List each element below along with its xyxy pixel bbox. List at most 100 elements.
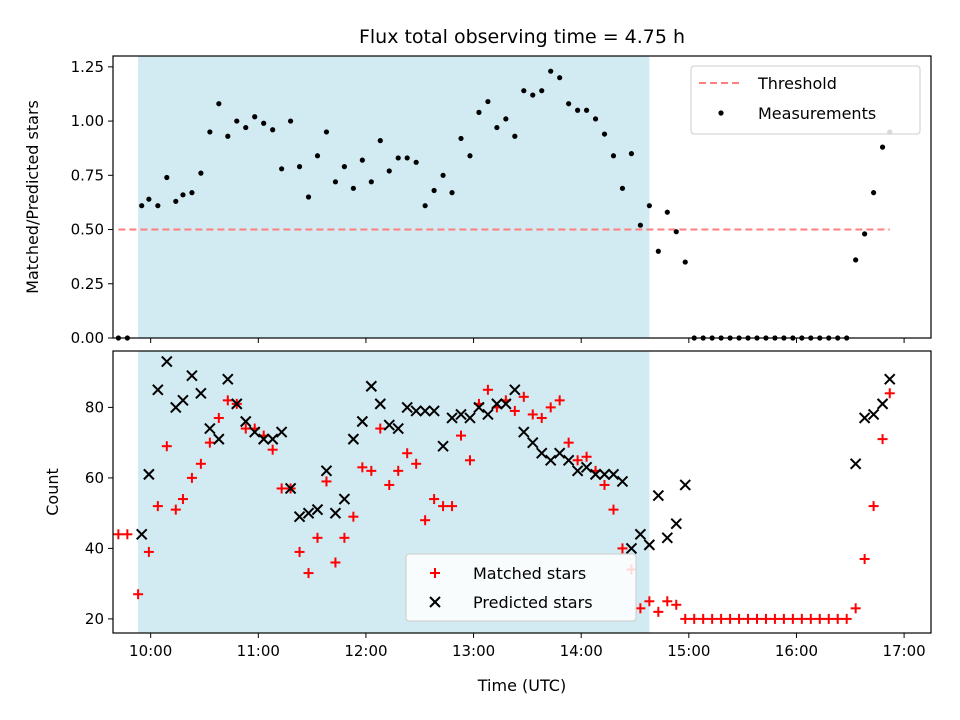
measurement-point [521,88,527,94]
legend-threshold-label: Threshold [757,74,837,93]
measurement-point [664,209,670,215]
x-tick-label: 12:00 [344,642,387,660]
y-tick-label: 20 [85,610,104,628]
matched-star-point [725,613,736,624]
measurement-point [234,118,240,124]
matched-star-point [420,515,431,526]
matched-star-point [375,423,386,434]
measurement-point [261,120,267,126]
measurement-point [879,144,886,150]
measurement-point [494,124,500,131]
predicted-star-point [302,507,315,519]
predicted-star-point [186,369,198,382]
measurement-point [619,185,626,191]
x-tick-label: 11:00 [237,642,280,660]
predicted-star-point [161,355,173,368]
matched-star-point [312,532,323,543]
matched-star-point [563,437,574,448]
measurement-point [575,107,581,113]
top-plot-frame [112,55,932,339]
matched-star-point [859,553,870,564]
predicted-star-point [284,482,297,495]
predicted-star-point [455,408,467,421]
predicted-star-point [383,419,395,431]
measurement-point [350,185,356,191]
predicted-star-point [473,401,485,414]
matched-star-point [393,465,404,476]
top-legend-box [690,65,921,135]
matched-star-point [884,388,895,399]
matched-star-point [213,412,224,423]
measurement-point [862,231,868,237]
x-tick-label: 16:00 [775,642,818,660]
predicted-star-point [500,398,512,410]
matched-star-point [402,448,413,459]
predicted-star-point [266,433,279,445]
measurement-point [628,151,635,157]
matched-star-point [545,402,556,413]
measurement-point [377,138,383,144]
measurement-point [557,75,563,81]
matched-star-point [240,423,251,434]
matched-star-point [536,412,547,423]
matched-star-point [161,441,172,452]
matched-star-point [877,434,888,445]
measurement-point [189,190,195,196]
matched-star-point [438,501,449,512]
matched-star-point [366,465,377,476]
predicted-star-point [562,454,575,466]
matched-star-point [133,589,144,600]
bottom-legend: Matched stars Predicted stars [405,553,637,622]
matched-star-point [751,613,762,624]
predicted-star-point [222,373,234,385]
measurement-point [404,155,410,161]
predicted-star-point [884,373,896,385]
matched-star-point [527,409,538,420]
matched-star-point [778,613,789,624]
y-tick-label: 0.50 [71,221,104,239]
predicted-star-point [652,489,665,502]
predicted-star-point [876,398,889,410]
predicted-star-point [607,468,620,481]
measurement-point [386,168,392,174]
matched-star-point [330,557,341,568]
measurement-point [548,68,554,74]
measurement-point [180,192,186,198]
predicted-star-point [240,415,252,428]
matched-star-point [357,462,368,473]
x-tick-label: 17:00 [882,642,925,660]
matched-star-point [429,494,440,505]
measurement-point [870,190,877,196]
predicted-star-point [536,447,548,459]
matched-star-point [599,479,610,490]
y-tick-label: 1.00 [71,112,104,130]
matched-star-point [482,384,493,395]
measurement-point [566,101,572,107]
matched-star-point [608,504,619,515]
measurement-point [139,203,145,209]
y-tick-label: 40 [85,539,104,557]
matched-star-point [152,501,163,512]
predicted-star-point [518,426,530,438]
measurement-point [252,114,258,120]
matched-star-point [447,501,458,512]
measurement-point [458,135,464,142]
predicted-star-point [275,426,288,438]
measurement-point [155,203,161,209]
predicted-star-point [213,433,225,445]
x-tick-label: 14:00 [560,642,603,660]
measurement-point [243,124,249,131]
chart-title: Flux total observing time = 4.75 h [359,26,685,48]
predicted-star-point [527,436,539,449]
bottom-legend-box [405,553,637,622]
measurement-point [512,133,518,139]
bottom-y-axis-label: Count [43,468,62,516]
matched-star-point [572,455,583,466]
bottom-panel: 20 40 60 80 10:00 11:00 12:00 13:00 14:00 15:00 1… [43,350,932,695]
predicted-star-point [311,503,324,516]
matched-star-point [581,451,592,462]
measurement-point [296,164,303,170]
measurement-point [323,129,330,135]
measurement-point [368,179,374,185]
predicted-star-point [347,433,360,445]
